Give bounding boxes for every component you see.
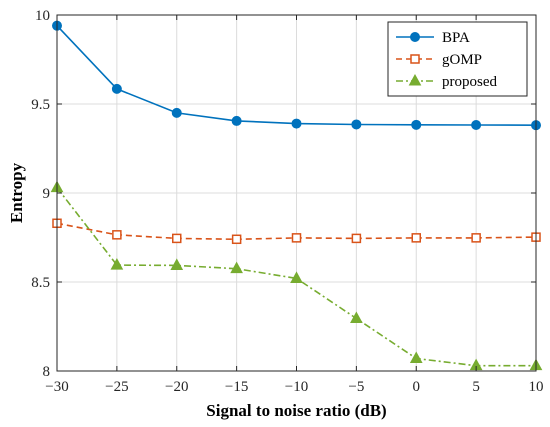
data-point-bpa [351,119,362,130]
data-point-gomp [411,233,421,243]
y-tick-label: 9.5 [31,97,50,113]
x-tick-label: −20 [165,379,188,395]
x-tick-label: −30 [45,379,68,395]
data-point-proposed [350,311,363,323]
data-point-proposed [110,258,124,270]
y-tick-label: 9 [43,186,51,202]
data-point-bpa [291,118,302,129]
data-point-proposed [230,261,243,274]
data-point-bpa [411,119,422,130]
legend-marker-bpa [410,32,420,42]
data-point-gomp [351,233,362,244]
data-point-gomp [291,233,302,243]
data-point-bpa [231,115,242,126]
y-tick-label: 8 [43,364,51,380]
y-tick-labels: 8 8.5 9 9.5 10 [31,8,50,380]
data-point-gomp [231,234,242,245]
data-point-bpa [171,107,182,118]
y-tick-label: 8.5 [31,275,50,291]
legend-marker-proposed [408,73,422,86]
data-point-proposed [290,271,303,283]
data-point-gomp [471,233,481,243]
y-axis-label: Entropy [7,162,26,223]
x-axis-label: Signal to noise ratio (dB) [206,401,386,420]
data-point-gomp [112,230,122,240]
legend-marker-gomp [410,54,420,64]
x-tick-label: −10 [285,379,308,395]
x-tick-labels: −30 −25 −20 −15 −10 −5 0 5 10 [45,379,543,395]
legend-label-gomp: gOMP [442,52,482,68]
x-tick-label: 10 [529,379,544,395]
data-point-proposed [170,258,184,270]
data-point-proposed [409,351,423,364]
x-tick-label: 0 [413,379,421,395]
data-point-gomp [172,233,182,244]
data-point-bpa [111,83,122,94]
legend: BPA gOMP proposed [387,21,528,97]
data-point-bpa [471,120,482,131]
axis-ticks [56,14,537,372]
legend-label-proposed: proposed [442,74,497,90]
x-tick-label: 5 [472,379,480,395]
legend-label-bpa: BPA [442,30,470,46]
x-tick-label: −5 [348,379,364,395]
x-tick-label: −15 [225,379,248,395]
y-tick-label: 10 [35,8,50,24]
x-tick-label: −25 [105,379,128,395]
